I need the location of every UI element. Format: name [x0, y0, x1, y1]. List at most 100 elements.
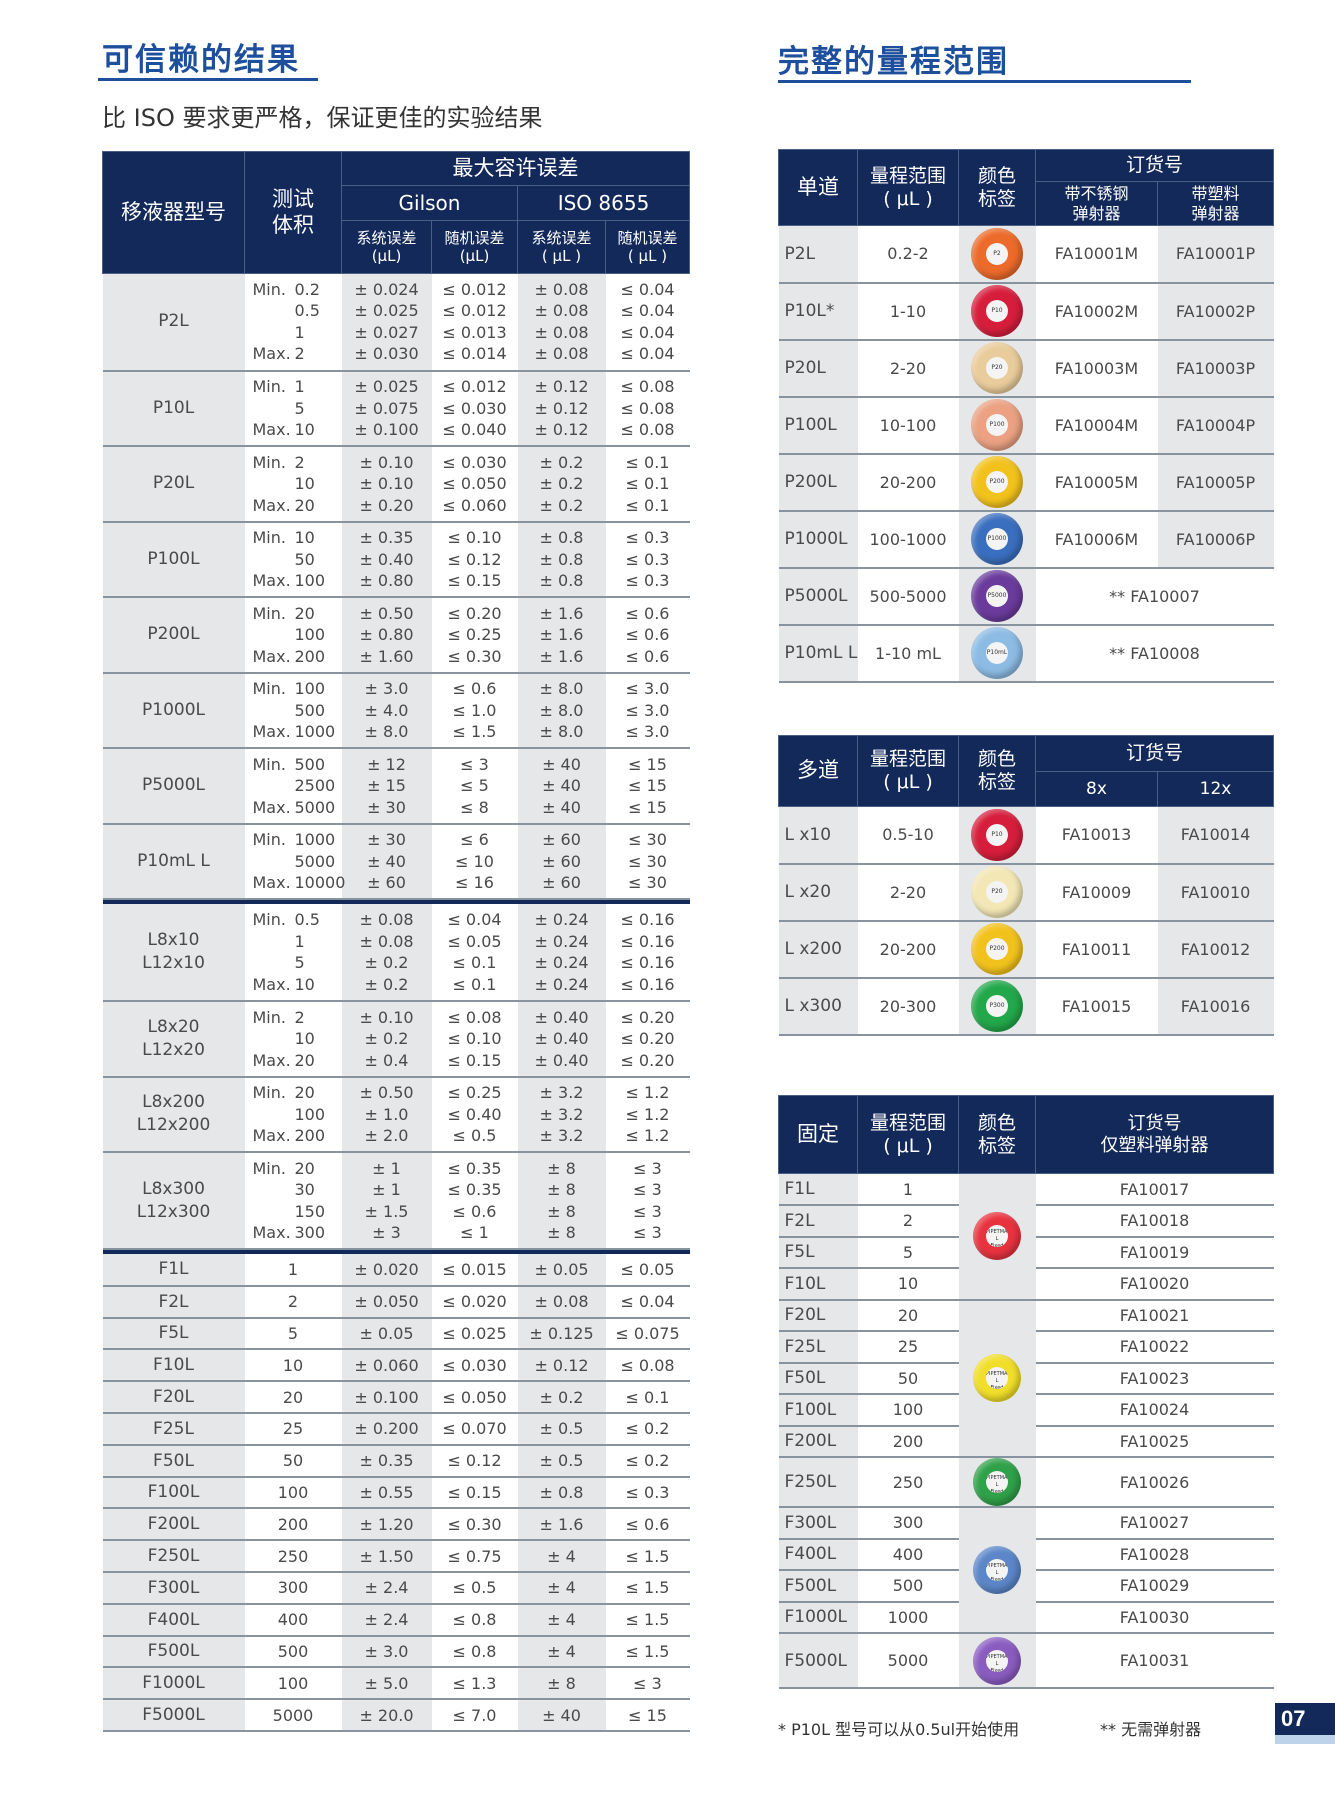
header-text: 带不锈钢 [1064, 184, 1129, 204]
header-text: 标签 [977, 771, 1016, 793]
fixed-model-cell: F500L [102, 1635, 245, 1669]
gilson-systematic-cell: ± 0.025 ± 0.075 ± 0.100 [341, 370, 432, 447]
order-number-plastic: FA10006P [1157, 510, 1274, 569]
volume-line: Max. 20 [253, 1050, 342, 1072]
fixed-volume: 2 [287, 1292, 299, 1312]
volume-value: 20 [294, 1050, 315, 1070]
volume-value: 2 [294, 1007, 305, 1027]
pipette-model: P200L [147, 624, 200, 645]
gilson-systematic-value: ± 1 [372, 1180, 401, 1199]
fixed-model: F25L [778, 1331, 858, 1364]
iso-random-cell: ≤ 0.6 [605, 1508, 690, 1542]
gilson-random: ≤ 0.015 [442, 1259, 507, 1279]
fixed-model: F1000L [778, 1601, 858, 1634]
gilson-random-cell: ≤ 0.15 [431, 1476, 518, 1510]
iso-random-value: ≤ 0.04 [620, 344, 675, 364]
model-cell: L8x300 L12x300 [102, 1152, 245, 1250]
gilson-random-cell: ≤ 0.8 [431, 1603, 518, 1637]
knob-label: PIPETMANLFixed [986, 1367, 1008, 1390]
fixed-model-cell: F5000L [102, 1699, 245, 1732]
gilson-systematic-value: ± 0.2 [364, 1029, 409, 1048]
fixed-model: F200L [778, 1425, 858, 1458]
gilson-systematic-cell: ± 2.4 [341, 1603, 432, 1637]
iso-random-cell: ≤ 3 [605, 1667, 690, 1701]
volume-range: 25 [857, 1331, 959, 1364]
order-number: FA10027 [1035, 1507, 1274, 1540]
iso-systematic-cell: ± 40 [517, 1699, 606, 1732]
gilson-random-value: ≤ 0.012 [442, 301, 507, 321]
iso-systematic-value: ± 0.8 [539, 571, 584, 590]
table-row: F20L 20 ± 0.100 ≤ 0.050 ± 0.2 ≤ 0.1 [102, 1381, 690, 1414]
iso-systematic-value: ± 0.08 [534, 301, 589, 321]
pipette-model: P10mL L [137, 850, 210, 871]
table-row: F1000L 100 ± 5.0 ≤ 1.3 ± 8 ≤ 3 [102, 1667, 690, 1701]
volume-line: Max. 10 [253, 419, 342, 441]
iso-systematic-value: ± 0.2 [539, 495, 584, 515]
model-cell: L8x10 L12x10 [102, 904, 245, 1002]
gilson-random-cell: ≤ 0.8 [431, 1635, 518, 1669]
section-divider [102, 1249, 690, 1254]
fixed-volume-cell: 10 [244, 1349, 342, 1383]
table-row: P200L Min. 20 100 Max. 200 ± 0.50 ± 0.80 ± 1.60 ≤… [102, 597, 690, 674]
table-row: L8x10 L12x10 Min. 0.5 1 5 Max. 10 ± 0.08 ± 0.08 ± … [102, 904, 690, 1002]
pipette-model: P2L [158, 311, 189, 332]
iso-random-cell: ≤ 0.04 [605, 1285, 690, 1319]
gilson-systematic-value: ± 12 [367, 754, 406, 774]
order-number-plastic: FA10004P [1157, 396, 1274, 455]
model-cell: P10mL L [102, 823, 245, 900]
header-gilson-random: 随机误差 (μL) [431, 220, 518, 274]
iso-random-value: ≤ 3.0 [625, 722, 670, 741]
iso-random-cell: ≤ 0.20 ≤ 0.20 ≤ 0.20 [605, 1001, 690, 1078]
fixed-model: F300L [147, 1577, 200, 1598]
order-number: FA10031 [1035, 1633, 1274, 1689]
volume-value: 300 [294, 1223, 326, 1242]
gilson-systematic-value: ± 0.4 [364, 1050, 409, 1070]
iso-systematic-value: ± 1.6 [539, 603, 584, 623]
table-row: L x10 0.5-10 P10 FA10013 FA10014 [778, 806, 1274, 865]
volume-prefix: Max. [252, 797, 291, 817]
fixed-volume-cell: 250 [244, 1540, 342, 1573]
volume-value: 0.5 [294, 910, 320, 929]
knob-label: P20 [986, 881, 1008, 903]
iso-systematic-value: ± 0.24 [534, 910, 589, 929]
table-row: L8x300 L12x300 Min. 20 30 150 Max. 300 ± 1 ± 1 ± 1… [102, 1152, 690, 1250]
order-number: FA10019 [1035, 1236, 1274, 1269]
gilson-systematic: ± 2.4 [364, 1578, 409, 1598]
header-text: 仅塑料弹射器 [1100, 1134, 1209, 1156]
fixed-model: F500L [778, 1570, 858, 1603]
iso-random-cell: ≤ 0.3 [605, 1476, 690, 1510]
header-iso-random: 随机误差( μL ) [605, 220, 690, 274]
header-text: 系统误差 [531, 229, 592, 247]
volume-range: 200 [857, 1425, 959, 1458]
iso-random-value: ≤ 0.16 [620, 953, 675, 972]
model-cell: L8x200 L12x200 [102, 1076, 245, 1153]
gilson-random: ≤ 0.030 [442, 1355, 507, 1375]
gilson-random-cell: ≤ 0.050 [431, 1381, 518, 1414]
gilson-systematic-cell: ± 30 ± 40 ± 60 [341, 823, 432, 900]
footnote-p10l: * P10L 型号可以从0.5ul开始使用 [778, 1720, 1020, 1739]
gilson-systematic-value: ± 0.100 [354, 420, 419, 439]
table-row: F400L 400 FA10028 [778, 1538, 1274, 1571]
iso-systematic-cell: ± 0.2 ± 0.2 ± 0.2 [517, 446, 606, 523]
fixed-model-cell: F100L [102, 1476, 245, 1510]
gilson-random-cell: ≤ 0.015 [431, 1254, 518, 1287]
volume-prefix: Max. [252, 1223, 291, 1242]
gilson-random-value: ≤ 6 [460, 830, 489, 849]
volume-value: 5 [294, 953, 305, 972]
knob-label: P200 [986, 471, 1008, 493]
fixed-model: F5L [778, 1236, 858, 1269]
iso-systematic-value: ± 3.2 [539, 1083, 584, 1102]
order-number-8x: FA10011 [1035, 920, 1158, 979]
gilson-random-value: ≤ 0.30 [447, 646, 502, 666]
iso-systematic-value: ± 0.8 [539, 528, 584, 547]
channel-name: L x10 [778, 806, 858, 865]
order-number-8x: FA10009 [1035, 863, 1158, 922]
volume-range: 1000 [857, 1601, 959, 1634]
iso-systematic-value: ± 0.08 [534, 344, 589, 364]
order-number-8x: FA10013 [1035, 806, 1158, 865]
volume-line: Min. 0.5 [253, 909, 342, 931]
volume-line: Min. 20 [253, 1158, 342, 1180]
fixed-model: F50L [153, 1450, 194, 1471]
fixed-volume-cell: 1 [244, 1254, 342, 1287]
knob-label: P10mL [986, 642, 1008, 664]
